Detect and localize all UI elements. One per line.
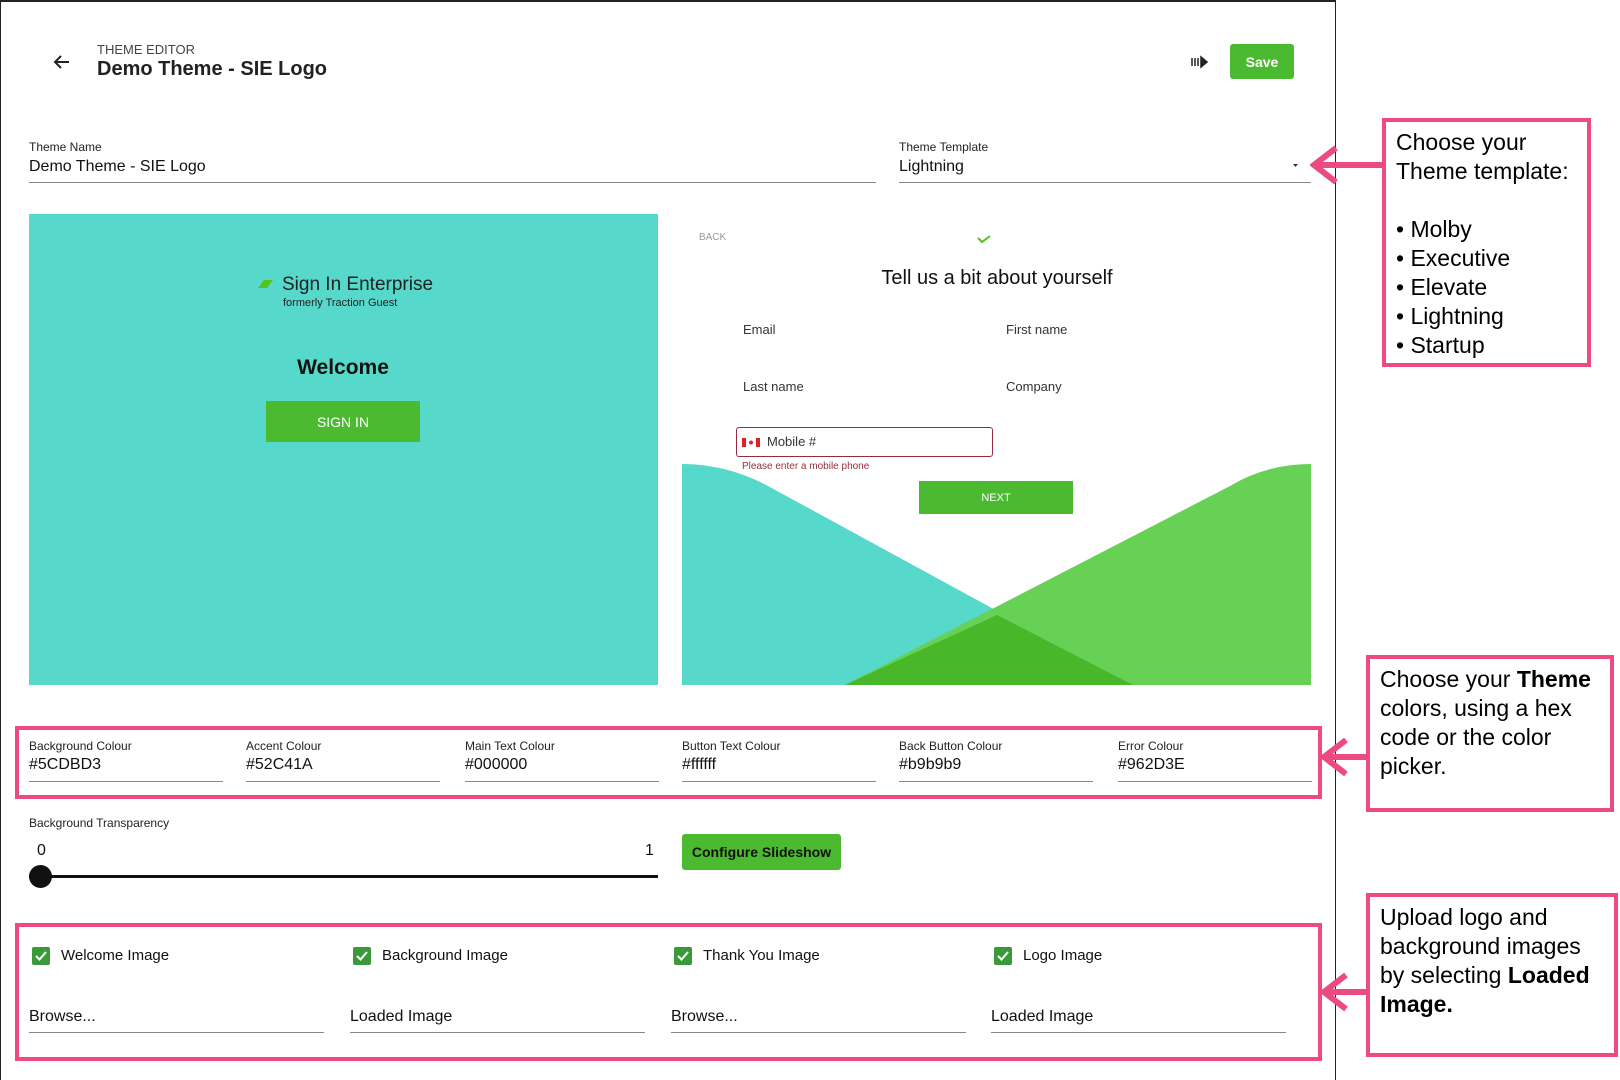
check-mark [997, 951, 1009, 961]
annotation-run: Upload logo and background images by sel… [1380, 904, 1581, 988]
slider-thumb[interactable] [29, 865, 52, 888]
back-link[interactable]: BACK [699, 232, 727, 243]
slider-max: 1 [645, 842, 654, 859]
logo-text: Sign In Enterprise [282, 274, 434, 295]
annotation-bullet: Elevate [1396, 273, 1577, 302]
flag-icon [742, 438, 760, 447]
underline [350, 1032, 645, 1033]
color-value[interactable]: #962D3E [1118, 756, 1185, 773]
check-mark [35, 951, 47, 961]
underline [991, 1032, 1286, 1033]
error-text: Please enter a mobile phone [742, 461, 870, 472]
color-label: Accent Colour [246, 739, 322, 753]
annotation-run: Theme [1516, 666, 1591, 692]
sign-in-button[interactable]: SIGN IN [266, 401, 420, 442]
welcome-preview [29, 214, 658, 685]
field-value[interactable]: Demo Theme - SIE Logo [29, 158, 206, 175]
annotation-text: Choose your Theme colors, using a hex co… [1380, 665, 1600, 781]
color-value[interactable]: #000000 [465, 756, 528, 773]
field-label: Theme Template [899, 140, 989, 154]
section-label: THEME EDITOR [97, 42, 195, 57]
annotation-bullet: Executive [1396, 244, 1577, 273]
checkbox[interactable] [32, 947, 50, 965]
underline [1118, 781, 1312, 782]
underline [899, 182, 1311, 183]
slideshow-button[interactable]: Configure Slideshow [682, 834, 841, 870]
dropdown-arrow [1293, 164, 1298, 167]
mobile-input[interactable] [736, 427, 993, 457]
editor-frame [0, 0, 1336, 1080]
color-value[interactable]: #b9b9b9 [899, 756, 962, 773]
highlight-box [15, 726, 1322, 799]
check-mark [677, 951, 689, 961]
color-label: Main Text Colour [465, 739, 555, 753]
annotation: Choose your Theme template: MolbyExecutiv… [1382, 118, 1591, 367]
color-label: Back Button Colour [899, 739, 1003, 753]
image-label: Thank You Image [703, 947, 820, 964]
underline [29, 781, 223, 782]
underline [29, 1032, 324, 1033]
annotation-text: Upload logo and background images by sel… [1380, 903, 1604, 1019]
image-label: Welcome Image [61, 947, 170, 964]
annotation-run: colors, using a hex code or the color pi… [1380, 695, 1572, 779]
annotation-run: Loaded Image. [1380, 962, 1590, 1017]
color-value[interactable]: #52C41A [246, 756, 313, 773]
annotation-bullet: Startup [1396, 331, 1577, 360]
annotation: Choose your Theme colors, using a hex co… [1366, 655, 1614, 812]
annotation-run: Choose your [1380, 666, 1517, 692]
image-field[interactable]: Loaded Image [350, 1008, 453, 1025]
mobile-placeholder: Mobile # [767, 434, 817, 449]
checkbox[interactable] [994, 947, 1012, 965]
image-field[interactable]: Browse... [671, 1008, 738, 1025]
underline [465, 781, 659, 782]
annotation-list: MolbyExecutiveElevateLightningStartup [1396, 215, 1577, 360]
color-value[interactable]: #5CDBD3 [29, 756, 102, 773]
slider-min: 0 [37, 842, 46, 859]
annotation-bullet: Molby [1396, 215, 1577, 244]
annotation: Upload logo and background images by sel… [1366, 893, 1618, 1057]
form-field-label[interactable]: First name [1006, 322, 1068, 337]
annotation-text: Choose your Theme template: [1396, 128, 1577, 186]
slider-track [29, 875, 658, 878]
checkbox[interactable] [674, 947, 692, 965]
check-mark [356, 951, 368, 961]
annotation-arrow [1320, 737, 1368, 777]
form-field-label[interactable]: Company [1006, 379, 1062, 394]
back-button[interactable] [52, 52, 72, 72]
image-label: Logo Image [1023, 947, 1103, 964]
underline [671, 1032, 966, 1033]
image-field[interactable]: Browse... [29, 1008, 96, 1025]
highlight-box [15, 923, 1322, 1061]
logo-subtext: formerly Traction Guest [283, 297, 398, 309]
color-value[interactable]: #ffffff [682, 756, 717, 773]
color-label: Background Colour [29, 739, 132, 753]
image-field[interactable]: Loaded Image [991, 1008, 1094, 1025]
slider-label: Background Transparency [29, 816, 170, 830]
logo-mark [258, 280, 273, 288]
underline [29, 182, 876, 183]
field-value[interactable]: Lightning [899, 158, 964, 175]
underline [899, 781, 1093, 782]
underline [682, 781, 876, 782]
page-title: Demo Theme - SIE Logo [97, 58, 328, 80]
welcome-heading: Welcome [297, 356, 389, 379]
form-heading: Tell us a bit about yourself [881, 267, 1113, 289]
collapse-icon[interactable] [1191, 55, 1209, 69]
color-label: Error Colour [1118, 739, 1184, 753]
color-label: Button Text Colour [682, 739, 781, 753]
annotation-bullet: Lightning [1396, 302, 1577, 331]
underline [246, 781, 440, 782]
annotation-run: Choose your Theme template: [1396, 129, 1569, 184]
save-button[interactable]: Save [1230, 44, 1294, 79]
field-label: Theme Name [29, 140, 102, 154]
annotation-arrow [1320, 972, 1368, 1012]
image-label: Background Image [382, 947, 508, 964]
next-button[interactable]: NEXT [919, 481, 1073, 514]
form-field-label[interactable]: Email [743, 322, 776, 337]
form-field-label[interactable]: Last name [743, 379, 804, 394]
checkbox[interactable] [353, 947, 371, 965]
annotation-arrow [1310, 145, 1384, 185]
